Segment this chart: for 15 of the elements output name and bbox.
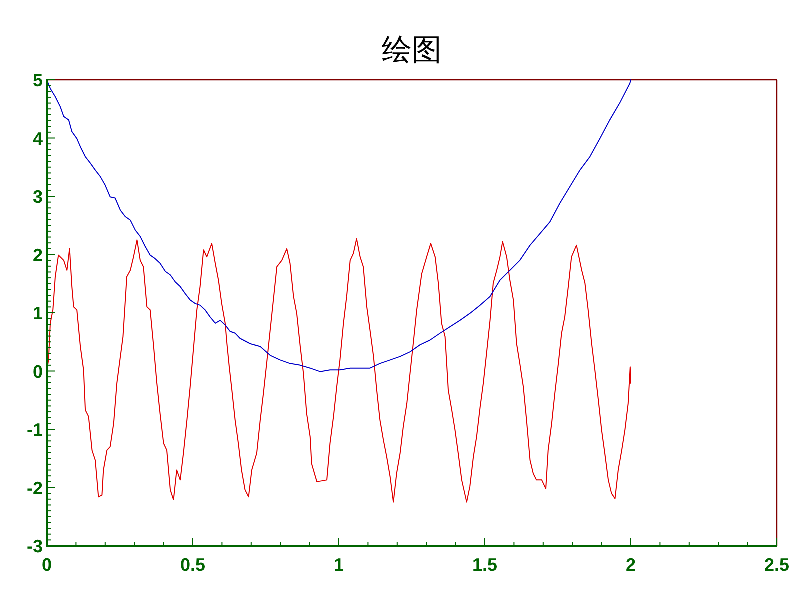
- x-tick-label: 2.5: [764, 555, 790, 575]
- x-tick-label: 1: [334, 555, 344, 575]
- title: 绘图: [382, 33, 442, 68]
- x-tick-label: 0.5: [180, 555, 206, 575]
- y-tick-label: 5: [32, 70, 43, 90]
- y-tick-label: 1: [32, 304, 43, 324]
- y-tick-label: 4: [32, 128, 43, 149]
- x-tick-label: 1.5: [472, 555, 498, 575]
- y-tick-label: 2: [32, 245, 43, 266]
- y-tick-label: 0: [32, 362, 43, 382]
- y-tick-label: -2: [26, 478, 43, 498]
- y-tick-label: -1: [26, 420, 43, 440]
- y-tick-label: 3: [32, 187, 43, 207]
- y-tick-label: -3: [26, 536, 43, 556]
- x-tick-label: 2: [626, 555, 636, 575]
